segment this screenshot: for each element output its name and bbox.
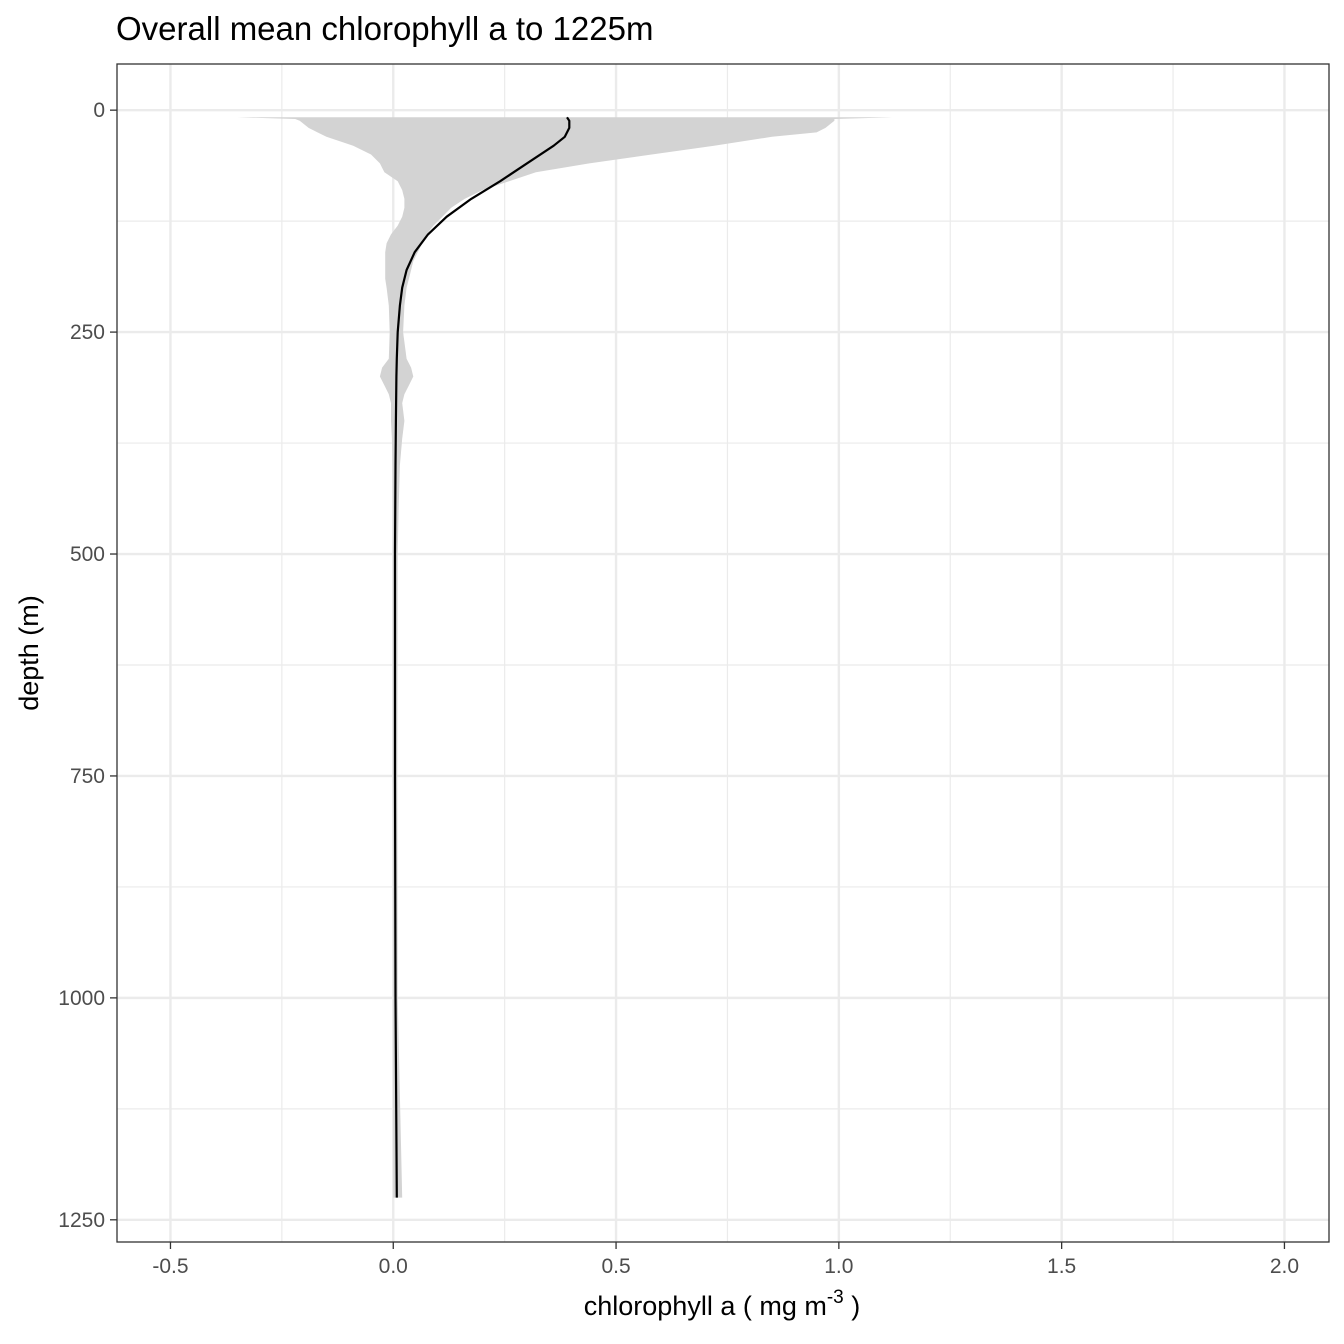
x-axis-title-superscript: -3 — [827, 1287, 844, 1308]
chart-title: Overall mean chlorophyll a to 1225m — [116, 10, 653, 47]
mean-line — [393, 116, 571, 1198]
grid-major — [117, 64, 1329, 1242]
y-axis: 0 250 500 750 1000 1250 — [58, 99, 117, 1232]
x-tick-label: -0.5 — [152, 1255, 188, 1278]
y-tick-label: 750 — [70, 765, 105, 788]
x-tick-label: 0.0 — [379, 1255, 408, 1278]
x-axis: -0.5 0.0 0.5 1.0 1.5 2.0 — [152, 1242, 1299, 1278]
y-tick-label: 0 — [93, 99, 105, 122]
y-tick-label: 1000 — [58, 987, 105, 1010]
plot-panel — [116, 63, 1330, 1243]
x-axis-title-suffix: ) — [844, 1291, 861, 1321]
x-tick-label: 1.5 — [1047, 1255, 1076, 1278]
y-tick-label: 250 — [70, 321, 105, 344]
y-axis-title: depth (m) — [14, 595, 44, 711]
x-tick-label: 2.0 — [1270, 1255, 1299, 1278]
x-tick-label: 1.0 — [824, 1255, 853, 1278]
x-axis-title-main: chlorophyll a ( mg m — [584, 1291, 827, 1321]
confidence-ribbon — [237, 117, 893, 1198]
panel-border — [116, 63, 1330, 1243]
y-tick-label: 500 — [70, 543, 105, 566]
y-tick-label: 1250 — [58, 1209, 105, 1232]
grid-minor — [117, 64, 1329, 1242]
x-axis-title: chlorophyll a ( mg m-3 ) — [584, 1287, 861, 1321]
x-tick-label: 0.5 — [601, 1255, 630, 1278]
